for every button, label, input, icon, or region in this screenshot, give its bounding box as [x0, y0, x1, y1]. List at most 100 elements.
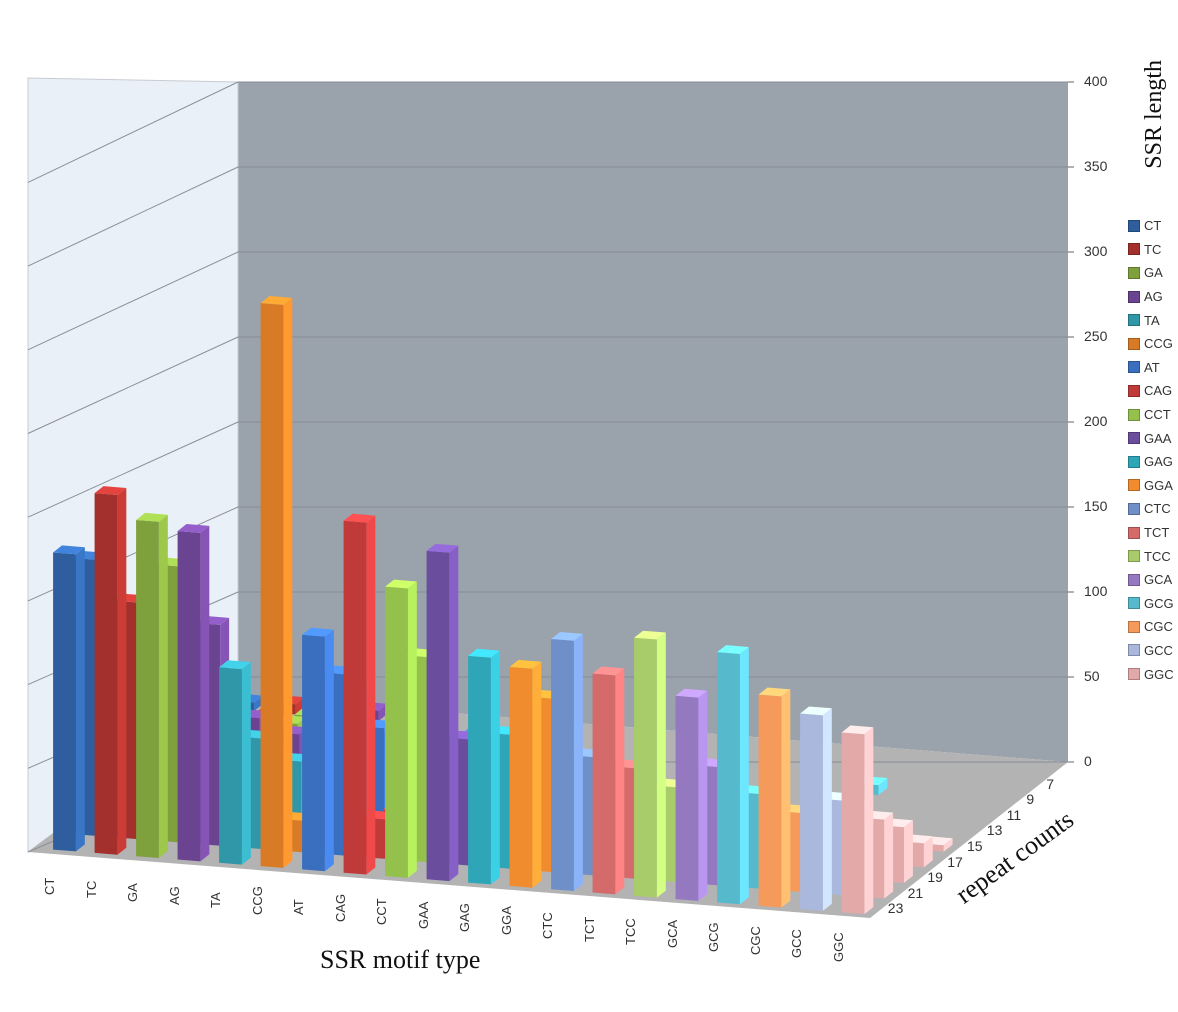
y-tick-label: 0 — [1084, 753, 1092, 769]
legend-item: GCA — [1128, 568, 1174, 592]
bar — [841, 725, 874, 915]
legend-swatch — [1128, 432, 1140, 445]
bar — [385, 579, 417, 878]
x-tick-label: CCG — [249, 886, 265, 916]
bar — [343, 513, 376, 875]
bar — [302, 627, 334, 872]
legend-item: CT — [1128, 214, 1174, 238]
y-tick-label: 250 — [1084, 328, 1108, 344]
depth-tick-label: 9 — [1026, 791, 1035, 808]
depth-tick-label: 13 — [986, 822, 1003, 839]
legend-swatch — [1128, 550, 1140, 563]
x-tick-label: GGC — [830, 932, 846, 962]
x-tick-label: GGA — [498, 906, 514, 936]
legend-swatch — [1128, 408, 1140, 421]
legend-item: TA — [1128, 308, 1174, 332]
legend-label: TA — [1144, 312, 1160, 328]
legend-item: GGA — [1128, 474, 1174, 498]
y-tick-label: 200 — [1084, 413, 1108, 429]
legend-swatch — [1128, 597, 1140, 610]
x-tick-label: CAG — [332, 893, 348, 923]
legend-swatch — [1128, 219, 1140, 232]
legend-label: TC — [1144, 241, 1162, 257]
legend-label: CCT — [1144, 407, 1171, 423]
legend-label: GCG — [1144, 595, 1174, 611]
legend-item: TC — [1128, 238, 1174, 262]
x-tick-label: GCG — [706, 922, 722, 952]
y-tick-label: 100 — [1084, 583, 1108, 599]
bar — [260, 296, 293, 868]
x-tick-label: GAG — [457, 903, 473, 932]
x-tick-label: GCA — [664, 920, 680, 949]
y-tick-label: 150 — [1084, 498, 1108, 514]
legend-item: GAG — [1128, 450, 1174, 474]
bar — [717, 645, 749, 905]
x-tick-label: CGC — [747, 926, 763, 956]
bar — [219, 660, 251, 865]
depth-tick-label: 19 — [927, 869, 943, 886]
depth-tick-label: 11 — [1006, 806, 1022, 823]
legend-swatch — [1128, 243, 1140, 256]
legend-swatch — [1128, 361, 1140, 374]
legend-item: TCC — [1128, 544, 1174, 568]
x-tick-label: CTC — [540, 911, 556, 939]
legend-item: CCT — [1128, 403, 1174, 427]
legend-label: GGC — [1144, 666, 1174, 682]
y-tick-label: 300 — [1084, 243, 1108, 259]
bar — [675, 688, 708, 901]
legend-item: TCT — [1128, 521, 1174, 545]
depth-tick-label: 7 — [1046, 775, 1054, 792]
legend: CT TC GA AG TA CCG AT CAG CCT GAA GAG GGA CTC TCT TCC G… — [1128, 214, 1174, 686]
bar — [634, 630, 666, 898]
depth-tick-label: 15 — [967, 838, 983, 854]
legend-label: GA — [1144, 265, 1163, 281]
bar — [426, 543, 459, 882]
legend-swatch — [1128, 620, 1140, 633]
x-tick-label: TCT — [581, 916, 597, 942]
x-tick-label: TCC — [623, 918, 639, 946]
legend-label: CCG — [1144, 336, 1173, 352]
x-tick-label: GCC — [789, 929, 805, 959]
y-tick-label: 350 — [1084, 158, 1108, 174]
x-tick-label: AT — [291, 899, 307, 915]
bar — [94, 486, 127, 855]
legend-swatch — [1128, 455, 1140, 468]
depth-tick-label: 17 — [947, 853, 963, 870]
x-tick-label: CCT — [374, 898, 390, 926]
legend-swatch — [1128, 384, 1140, 397]
legend-swatch — [1128, 644, 1140, 657]
legend-swatch — [1128, 573, 1140, 586]
legend-label: CGC — [1144, 619, 1173, 635]
bar — [758, 687, 791, 908]
legend-item: GGC — [1128, 662, 1174, 686]
y-tick-label: 400 — [1084, 73, 1108, 89]
legend-swatch — [1128, 668, 1140, 681]
x-axis-title: SSR motif type — [320, 945, 481, 974]
legend-item: CGC — [1128, 615, 1174, 639]
bar — [136, 512, 168, 859]
legend-item: GCG — [1128, 592, 1174, 616]
bar — [551, 631, 583, 892]
legend-item: GCC — [1128, 639, 1174, 663]
legend-label: AT — [1144, 359, 1160, 375]
legend-label: TCC — [1144, 548, 1171, 564]
x-tick-label: TC — [83, 880, 99, 899]
legend-item: AT — [1128, 356, 1174, 380]
legend-label: GCC — [1144, 642, 1173, 658]
legend-label: CT — [1144, 218, 1162, 234]
legend-item: CTC — [1128, 497, 1174, 521]
bar — [800, 706, 832, 911]
depth-tick-label: 23 — [887, 900, 904, 917]
legend-item: AG — [1128, 285, 1174, 309]
legend-label: GAA — [1144, 430, 1172, 446]
x-tick-label: CT — [42, 877, 58, 895]
bar — [509, 659, 542, 888]
x-tick-label: TA — [208, 892, 224, 909]
legend-item: GA — [1128, 261, 1174, 285]
legend-swatch — [1128, 479, 1140, 492]
legend-item: CAG — [1128, 379, 1174, 403]
legend-label: CAG — [1144, 383, 1173, 399]
bar — [468, 648, 500, 885]
